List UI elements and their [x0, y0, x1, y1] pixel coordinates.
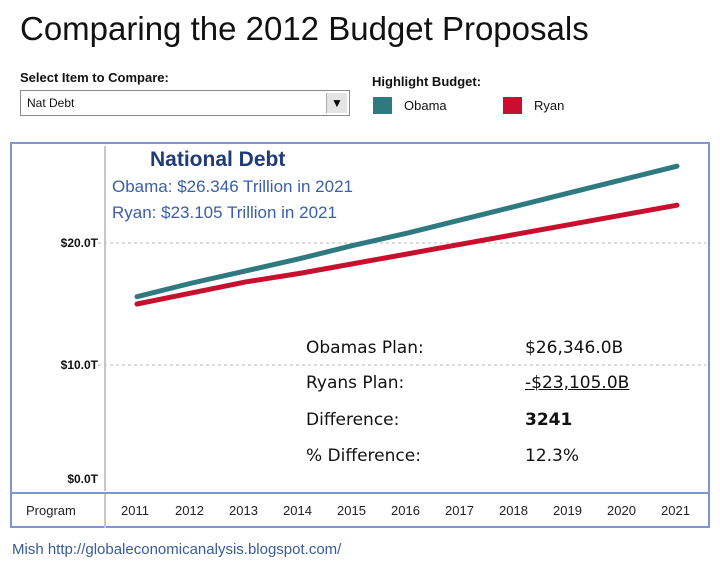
- x-tick-label: 2014: [283, 503, 312, 518]
- x-tick-label: 2016: [391, 503, 420, 518]
- series-line-ryan: [134, 202, 680, 307]
- x-tick-label: 2013: [229, 503, 258, 518]
- chart-title: National Debt: [150, 148, 286, 171]
- x-tick-label: 2011: [121, 503, 149, 518]
- summary-value: $26,346.0B: [525, 338, 624, 358]
- highlight-label: Highlight Budget:: [372, 74, 482, 89]
- summary-label: Ryans Plan:: [306, 373, 405, 393]
- summary-label: Difference:: [306, 410, 400, 430]
- x-tick-label: 2021: [661, 503, 690, 518]
- x-row-label: Program: [26, 503, 76, 518]
- x-tick-label: 2012: [175, 503, 204, 518]
- select-value: Nat Debt: [27, 96, 75, 110]
- plot-left-border: [104, 146, 106, 491]
- summary-value: -$23,105.0B: [525, 373, 630, 393]
- triangle-down-icon[interactable]: ▼: [326, 93, 347, 113]
- x-axis-row: [10, 492, 710, 530]
- summary-value: 3241: [525, 410, 573, 430]
- footer-credit: Mish http://globaleconomicanalysis.blogs…: [12, 541, 342, 558]
- x-tick-label: 2017: [445, 503, 474, 518]
- legend-label-ryan: Ryan: [534, 98, 565, 113]
- x-tick-label: 2015: [337, 503, 366, 518]
- chart-frame: [10, 142, 710, 528]
- y-tick-label: $20.0T: [60, 236, 98, 250]
- summary-label: % Difference:: [306, 446, 421, 466]
- annotation-obama: Obama: $26.346 Trillion in 2021: [112, 177, 353, 196]
- annotation-ryan: Ryan: $23.105 Trillion in 2021: [112, 203, 337, 222]
- swatch-ryan: [503, 97, 522, 114]
- series-line-obama: [134, 163, 680, 300]
- y-tick-label: $0.0T: [67, 472, 98, 486]
- summary-label: Obamas Plan:: [306, 338, 424, 358]
- x-tick-label: 2018: [499, 503, 528, 518]
- swatch-obama: [373, 97, 392, 114]
- x-tick-label: 2019: [553, 503, 582, 518]
- item-select[interactable]: Nat Debt ▼: [20, 90, 350, 116]
- legend-ryan[interactable]: Ryan: [503, 97, 564, 114]
- x-row-divider: [104, 494, 106, 528]
- summary-value: 12.3%: [525, 446, 580, 466]
- legend-obama[interactable]: Obama: [373, 97, 447, 114]
- legend-label-obama: Obama: [404, 98, 447, 113]
- select-label: Select Item to Compare:: [20, 70, 169, 85]
- x-tick-label: 2020: [607, 503, 636, 518]
- y-tick-label: $10.0T: [60, 358, 98, 372]
- page-title: Comparing the 2012 Budget Proposals: [20, 10, 589, 47]
